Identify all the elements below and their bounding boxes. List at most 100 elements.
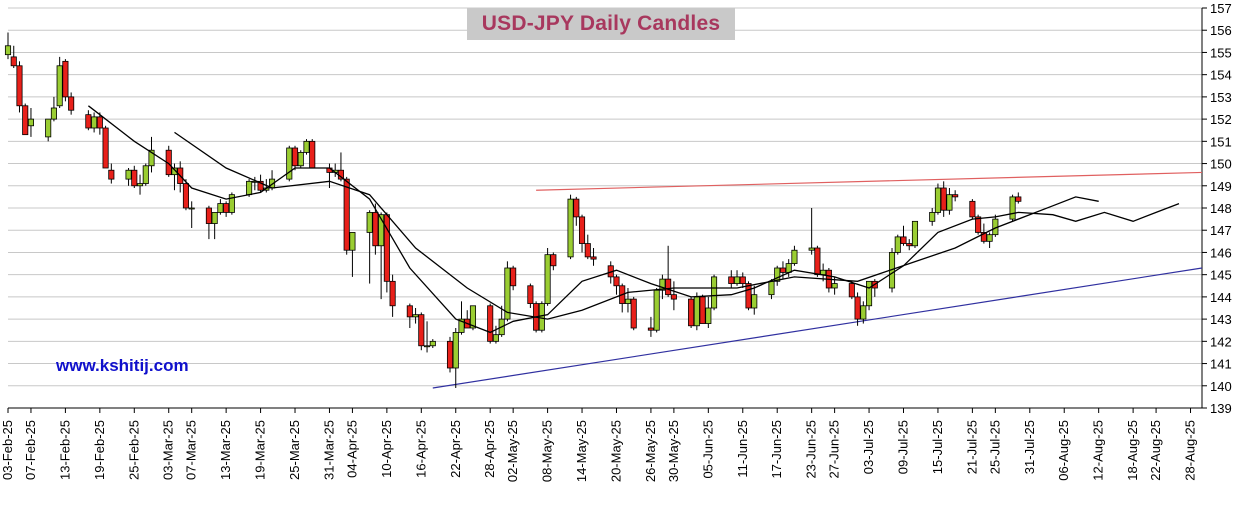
candle-body: [613, 276, 620, 287]
candle-body: [624, 298, 632, 304]
candle: [309, 139, 316, 169]
candle-body: [211, 212, 218, 224]
candle: [860, 301, 867, 324]
candle-body: [205, 207, 212, 224]
x-tick-label: 13-Feb-25: [57, 420, 72, 480]
candle-body: [22, 105, 29, 136]
candle-body: [4, 45, 12, 56]
candle: [326, 163, 333, 188]
candle: [940, 181, 947, 217]
y-tick-label: 156: [1210, 23, 1232, 38]
candle: [619, 283, 626, 313]
candle: [108, 163, 115, 184]
y-tick-label: 145: [1210, 268, 1232, 283]
candle: [866, 280, 873, 311]
candle-body: [182, 183, 189, 209]
candle-body: [814, 247, 821, 276]
candle: [705, 296, 712, 328]
candle: [412, 308, 419, 324]
y-tick-label: 146: [1210, 245, 1232, 260]
chart-title-box: USD-JPY Daily Candles: [467, 8, 735, 40]
candle-body: [343, 178, 350, 251]
candle-body: [125, 169, 132, 180]
candle-body: [297, 152, 304, 167]
candle: [125, 168, 132, 186]
candle: [418, 312, 425, 351]
candle-body: [779, 267, 786, 273]
candle-body: [148, 149, 155, 167]
candle-body: [590, 256, 597, 260]
candle-body: [952, 194, 959, 198]
x-tick-label: 05-Jun-25: [700, 420, 715, 479]
x-tick-label: 06-Aug-25: [1056, 420, 1071, 481]
candle-body: [820, 269, 827, 276]
candle-body: [693, 296, 700, 327]
candle-body: [412, 314, 419, 318]
x-tick-label: 23-Jun-25: [804, 420, 819, 479]
candle-body: [711, 276, 718, 309]
candle: [131, 165, 138, 188]
candle-body: [980, 232, 987, 242]
x-tick-label: 07-Feb-25: [23, 420, 38, 480]
candle-body: [630, 298, 637, 329]
x-tick-label: 13-Mar-25: [218, 420, 233, 480]
candle: [171, 163, 178, 191]
candle: [504, 261, 511, 322]
x-tick-label: 31-Jul-25: [1022, 420, 1037, 474]
candle-body: [257, 180, 264, 191]
x-tick-label: 25-Jul-25: [987, 420, 1002, 474]
candle: [894, 234, 901, 255]
candle: [452, 328, 459, 388]
candle-body: [986, 234, 993, 242]
candle: [670, 281, 677, 311]
candle-body: [894, 236, 901, 253]
candle: [429, 339, 436, 348]
x-tick-label: 14-May-25: [574, 420, 589, 482]
candle-body: [223, 203, 230, 213]
candle-body: [27, 118, 35, 127]
x-tick-label: 27-Jun-25: [827, 420, 842, 479]
candle: [699, 294, 706, 324]
candle: [492, 325, 499, 344]
y-tick-label: 143: [1210, 312, 1232, 327]
candle: [946, 188, 953, 215]
candle-body: [504, 267, 511, 320]
candle-body: [50, 107, 57, 120]
candle-body: [56, 65, 63, 107]
candle-body: [906, 243, 913, 247]
candle: [223, 201, 230, 217]
y-tick-label: 153: [1210, 90, 1232, 105]
candle: [291, 145, 299, 171]
x-tick-label: 28-Aug-25: [1183, 420, 1198, 481]
candle: [343, 176, 350, 255]
x-tick-label: 22-Apr-25: [448, 420, 463, 478]
candle: [424, 321, 431, 353]
candle-body: [102, 127, 109, 169]
candle: [613, 274, 620, 295]
candle-body: [228, 194, 235, 213]
candle: [567, 194, 574, 260]
candle: [911, 220, 919, 248]
x-tick-label: 21-Jul-25: [964, 420, 979, 474]
candle: [1015, 192, 1022, 204]
candle-body: [469, 305, 477, 329]
candle-body: [188, 207, 195, 210]
candle: [814, 245, 821, 277]
candle: [211, 212, 218, 240]
candle: [733, 270, 741, 286]
candle-body: [510, 267, 517, 287]
candle-body: [91, 116, 98, 129]
y-tick-label: 155: [1210, 45, 1232, 60]
candle: [751, 285, 758, 315]
candle: [136, 174, 144, 195]
candle: [808, 208, 815, 255]
candle: [148, 136, 155, 173]
candle-body: [647, 327, 654, 331]
candle: [929, 208, 936, 226]
candle: [1009, 194, 1016, 222]
candle: [653, 288, 660, 333]
candle: [182, 179, 189, 211]
y-tick-label: 142: [1210, 334, 1232, 349]
candle-body: [584, 243, 591, 258]
candle-body: [768, 280, 775, 296]
